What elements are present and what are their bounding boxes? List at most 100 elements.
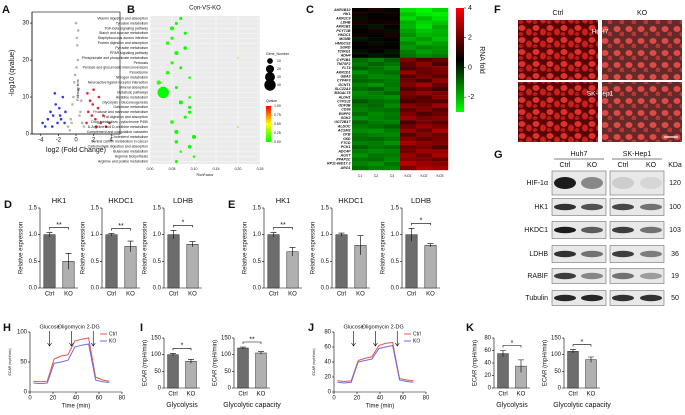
heat-cell [400, 136, 417, 142]
point [101, 114, 105, 117]
heat-cell [416, 91, 433, 96]
point [59, 117, 63, 121]
heat-cell [368, 116, 385, 121]
band [581, 226, 603, 234]
gene-label: ALDH1 [338, 95, 351, 99]
significance: ** [118, 223, 124, 230]
gene-label: AKR1B1 [335, 25, 350, 29]
chart-title: HKDC1 [108, 196, 133, 205]
heat-cell [352, 12, 369, 17]
heat-cell [384, 149, 401, 154]
legend-bubble [265, 72, 275, 82]
kda-label: 120 [669, 180, 681, 187]
point [76, 43, 79, 47]
x-axis-label: Glycolysis [496, 402, 528, 409]
y-tick-label: 1.0 [91, 232, 100, 238]
gene-label: ACSM3 [337, 128, 351, 132]
legend-bubble [264, 79, 276, 91]
pathway-label: Central carbon metabolism in cancer [91, 140, 149, 144]
chart-title: HK1 [52, 196, 67, 205]
bubble [188, 76, 191, 79]
line [337, 341, 414, 383]
heat-cell [352, 103, 369, 108]
pathway-label: Vitamin digestion and absorption [97, 16, 148, 20]
heat-cell [400, 95, 417, 100]
y-tick-label: 0 [158, 386, 162, 392]
band [640, 203, 662, 211]
heat-cell [400, 74, 417, 79]
heat-cell [416, 41, 433, 46]
y-axis-label: -log10 (qvalue) [9, 50, 16, 97]
point [82, 125, 86, 128]
y-tick-label: 0.5 [153, 259, 162, 265]
x-tick-label: KO [288, 292, 297, 298]
point [43, 125, 47, 128]
pathway-label: Metabolic pathways [117, 90, 148, 94]
heat-cell [400, 41, 417, 46]
x-axis-label: Time (min) [62, 404, 90, 410]
heat-cell [352, 16, 369, 21]
heat-cell [416, 132, 433, 137]
heat-cell [432, 140, 449, 146]
annotation: Oligomycin [362, 324, 389, 330]
heat-cell [368, 153, 385, 158]
y-tick-label: 50 [224, 369, 231, 375]
heat-cell [352, 20, 369, 25]
bubble [170, 120, 174, 124]
heat-cell [432, 157, 449, 162]
heat-cell [368, 32, 385, 38]
x-tick-label: 20 [354, 396, 361, 402]
heat-cell [400, 103, 417, 108]
heat-cell [400, 49, 417, 54]
heat-cell [416, 53, 433, 59]
heat-cell [384, 37, 401, 42]
heat-cell [352, 161, 369, 167]
legend-label: 10 [277, 59, 281, 63]
point [77, 88, 80, 91]
gene-label: AKR1D1 [335, 70, 350, 74]
heat-cell [368, 161, 385, 167]
heat-cell [400, 53, 417, 59]
y-tick-label: 1.5 [29, 206, 38, 212]
gene-label: RP11-66D17.3 [327, 162, 351, 166]
band [554, 226, 576, 234]
bubble [174, 50, 179, 56]
gene-label: SORD [340, 45, 351, 49]
heat-cell [432, 120, 449, 125]
heat-cell [368, 66, 385, 71]
heat-cell [432, 103, 449, 108]
significance-bracket [111, 228, 131, 231]
bubble [174, 140, 179, 144]
heat-cell [384, 16, 401, 21]
bubble [192, 155, 196, 158]
heat-cell [432, 116, 449, 121]
point [72, 80, 76, 84]
point [53, 92, 57, 95]
error-bar [108, 233, 115, 236]
line [33, 343, 110, 385]
y-axis-label: Relative expression [381, 222, 387, 274]
y-axis-label: ECAR (mpH/min) [543, 340, 549, 386]
heat-cell [352, 132, 369, 137]
colorbar [456, 8, 464, 112]
heat-cell [384, 24, 401, 29]
point [86, 92, 89, 95]
significance-bracket [502, 345, 522, 348]
error-bar [170, 353, 176, 356]
heat-cell [368, 28, 385, 34]
heat-cell [384, 66, 401, 71]
pathway-label: Staphylococcus aureus infection [98, 36, 148, 40]
heat-cell [384, 32, 401, 38]
blot-frame [609, 268, 665, 284]
heat-cell [416, 74, 433, 79]
y-tick-label: 0.5 [91, 259, 100, 265]
x-tick-label: 0.20 [235, 167, 242, 171]
gene-label: PCK1 [341, 145, 351, 149]
column-label: C2 [374, 174, 379, 178]
gene-label: ODF3B [338, 104, 351, 108]
bar [185, 361, 197, 389]
heat-cell [400, 111, 417, 117]
heat-cell [400, 62, 417, 67]
y-axis-label: Pathway term [76, 79, 80, 100]
blot-frame [551, 245, 607, 263]
